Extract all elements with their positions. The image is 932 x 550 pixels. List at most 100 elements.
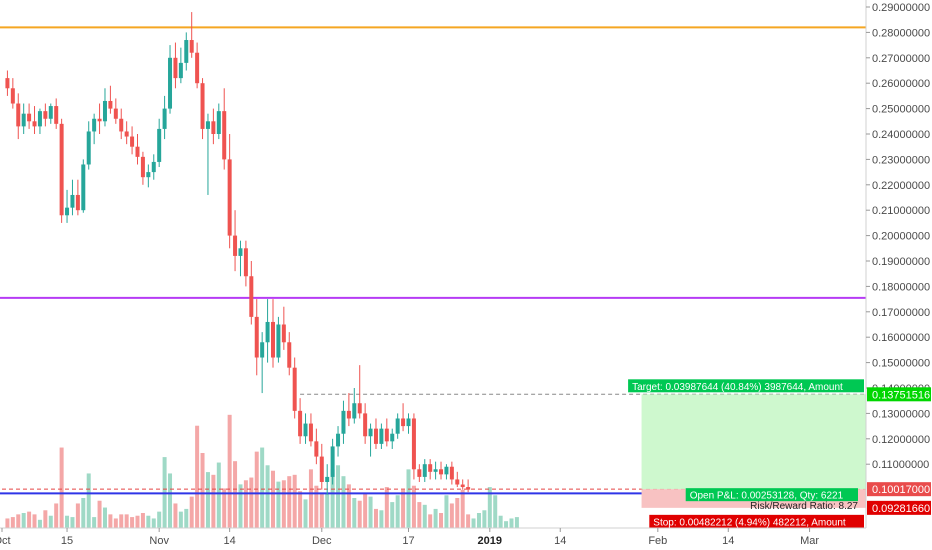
volume-bar	[325, 492, 330, 528]
volume-bar	[151, 518, 156, 528]
candle-body	[92, 118, 97, 132]
volume-bar	[444, 495, 449, 528]
volume-bar	[449, 503, 454, 528]
candle-body	[319, 456, 324, 482]
candle-body	[292, 367, 297, 411]
volume-bar	[108, 514, 113, 528]
volume-bar	[319, 493, 324, 528]
volume-bar	[433, 508, 438, 528]
candle-body	[227, 159, 232, 236]
x-tick-label: Feb	[648, 535, 667, 547]
price-tag-label: 0.09281660	[872, 503, 930, 515]
volume-bar	[276, 481, 281, 528]
y-tick-label: 0.25000000	[872, 104, 930, 116]
candle-body	[54, 106, 59, 124]
candle-body	[341, 410, 346, 434]
candle-body	[205, 121, 210, 129]
volume-bar	[466, 514, 471, 528]
price-tag	[867, 500, 931, 515]
candle-body	[401, 418, 406, 427]
candle-body	[37, 111, 42, 127]
volume-bar	[395, 495, 400, 528]
candle-body	[449, 466, 454, 480]
long-position-tool[interactable]: Target: 0.03987644 (40.84%) 3987644, Amo…	[628, 379, 866, 528]
candle-body	[151, 161, 156, 173]
volume-bar	[482, 510, 487, 528]
price-tag-label: 0.10017000	[872, 484, 930, 496]
price-axis-bg	[866, 0, 932, 550]
candle-body	[178, 62, 183, 79]
time-axis[interactable]: Oct 15 Nov 14 Dec 17 2019 14 Feb 14 Mar	[0, 527, 866, 550]
x-tick-label: Nov	[149, 535, 169, 547]
volume-bar	[509, 518, 514, 528]
target-zone[interactable]	[641, 394, 866, 490]
candle-body	[384, 428, 389, 442]
candle-body	[303, 423, 308, 437]
volume-bar	[417, 502, 422, 528]
volume-bar	[5, 518, 10, 528]
y-tick-label: 0.24000000	[872, 129, 930, 141]
candle-body	[417, 469, 422, 477]
volume-bar	[439, 513, 444, 528]
candle-body	[173, 57, 178, 79]
volume-bar	[476, 513, 481, 528]
volume-bar	[59, 447, 64, 528]
candle-body	[260, 342, 265, 358]
volume-bar	[65, 515, 70, 528]
x-tick-label: 2019	[478, 535, 502, 547]
volume-bar	[493, 495, 498, 528]
candle-body	[184, 40, 189, 63]
volume-bar	[227, 414, 232, 528]
volume-bar	[86, 473, 91, 528]
candle-body	[5, 78, 10, 89]
candle-body	[222, 111, 227, 160]
volume-bar	[308, 469, 313, 528]
volume-bar	[81, 498, 86, 528]
volume-bar	[43, 510, 48, 528]
y-tick-label: 0.27000000	[872, 53, 930, 65]
volume-bar	[21, 513, 26, 528]
candle-body	[363, 413, 368, 437]
y-tick-label: 0.11000000	[872, 459, 929, 471]
volume-bar	[314, 485, 319, 528]
candle-body	[27, 113, 32, 122]
candle-body	[32, 121, 37, 127]
volume-bar	[222, 488, 227, 528]
volume-bar	[401, 489, 406, 528]
volume-bar	[146, 515, 151, 528]
volume-bar	[460, 489, 465, 528]
y-tick-label: 0.26000000	[872, 78, 930, 90]
volume-bar	[368, 496, 373, 528]
candle-body	[124, 131, 129, 137]
candle-body	[368, 428, 373, 437]
volume-bar	[168, 473, 173, 528]
volume-bar	[92, 517, 97, 528]
y-tick-label: 0.23000000	[872, 154, 930, 166]
candle-body	[200, 83, 205, 129]
target-label: Target: 0.03987644 (40.84%) 3987644, Amo…	[632, 382, 843, 393]
volume-bar	[233, 461, 238, 528]
candle-body	[135, 146, 140, 157]
candle-body	[433, 469, 438, 472]
volume-bar	[357, 500, 362, 528]
volume-bar	[102, 507, 107, 528]
volume-bar	[205, 472, 210, 528]
volume-bar	[37, 519, 42, 528]
candle-body	[249, 276, 254, 317]
volume-bar	[428, 514, 433, 528]
volume-bar	[48, 515, 53, 528]
candle-body	[298, 410, 303, 437]
candle-body	[439, 469, 444, 475]
volume-bar	[178, 511, 183, 528]
price-tag-label: 0.13751516	[872, 389, 930, 401]
risk-reward-label: Risk/Reward Ratio: 8.27	[750, 501, 858, 512]
candle-body	[216, 111, 221, 134]
candle-body	[265, 321, 270, 343]
candlestick-series	[5, 12, 471, 495]
candle-body	[287, 342, 292, 368]
volume-bar	[243, 480, 248, 528]
volume-bar	[265, 465, 270, 528]
candle-body	[75, 194, 80, 211]
price-axis[interactable]: 0.29000000 0.28000000 0.27000000 0.26000000…	[865, 0, 932, 550]
